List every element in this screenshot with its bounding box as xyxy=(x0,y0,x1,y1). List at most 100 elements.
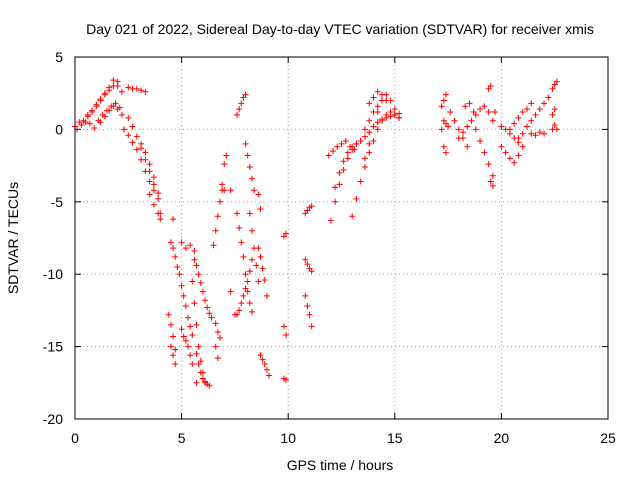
series-arc18 xyxy=(193,350,213,389)
data-point xyxy=(391,106,398,113)
series-arc30 xyxy=(234,91,249,118)
data-point xyxy=(370,123,377,130)
data-point xyxy=(246,300,253,307)
data-point xyxy=(176,271,183,278)
data-point xyxy=(370,94,377,101)
data-point xyxy=(244,278,251,285)
data-point xyxy=(340,166,347,173)
series-arc58 xyxy=(489,109,499,124)
data-point xyxy=(202,297,209,304)
data-point xyxy=(472,126,479,133)
data-point xyxy=(142,88,149,95)
series-arc05 xyxy=(125,84,149,95)
series-arc03 xyxy=(84,77,125,118)
grid xyxy=(75,57,608,419)
data-point xyxy=(306,311,313,318)
data-point xyxy=(110,103,117,110)
series-arc54 xyxy=(472,126,496,179)
data-point xyxy=(481,103,488,110)
series-arc19 xyxy=(191,256,215,321)
data-point xyxy=(170,216,177,223)
data-point xyxy=(532,132,539,139)
data-point xyxy=(255,245,262,252)
data-point xyxy=(146,178,153,185)
series-arc36 xyxy=(280,323,290,339)
data-point xyxy=(259,265,266,272)
data-point xyxy=(379,91,386,98)
data-point xyxy=(515,135,522,142)
data-point xyxy=(86,120,93,127)
data-point xyxy=(155,190,162,197)
series-arc26 xyxy=(227,187,234,194)
series-arc47 xyxy=(366,88,390,107)
series-arc40 xyxy=(302,256,315,275)
series-arc44 xyxy=(332,103,381,191)
data-point xyxy=(129,139,136,146)
series-arc25 xyxy=(221,152,230,168)
data-point xyxy=(257,253,264,260)
x-tick-label: 0 xyxy=(71,430,79,446)
data-point xyxy=(515,114,522,121)
data-point xyxy=(212,227,219,234)
data-point xyxy=(242,285,249,292)
data-point xyxy=(236,106,243,113)
data-point xyxy=(170,352,177,359)
data-point xyxy=(283,376,290,383)
data-point xyxy=(455,126,462,133)
data-point xyxy=(302,292,309,299)
data-point xyxy=(180,333,187,340)
data-point xyxy=(125,114,132,121)
data-point xyxy=(349,143,356,150)
data-point xyxy=(246,210,253,217)
data-point xyxy=(536,129,543,136)
data-point xyxy=(91,124,98,131)
data-point xyxy=(257,352,264,359)
data-point xyxy=(199,375,206,382)
data-point xyxy=(242,91,249,98)
data-point xyxy=(498,123,505,130)
data-point xyxy=(118,111,125,118)
data-point xyxy=(551,122,558,129)
data-point xyxy=(191,256,198,263)
data-point xyxy=(255,191,262,198)
data-point xyxy=(97,119,104,126)
data-point xyxy=(114,106,121,113)
data-point xyxy=(170,333,177,340)
data-point xyxy=(253,262,260,269)
data-point xyxy=(342,137,349,144)
data-point xyxy=(336,181,343,188)
data-point xyxy=(251,187,258,194)
data-point xyxy=(78,122,85,129)
data-point xyxy=(234,311,241,318)
data-point xyxy=(383,97,390,104)
data-point xyxy=(191,300,198,307)
data-point xyxy=(178,282,185,289)
data-point xyxy=(462,103,469,110)
data-point xyxy=(308,323,315,330)
data-point xyxy=(138,156,145,163)
data-point xyxy=(466,100,473,107)
data-point xyxy=(118,88,125,95)
data-point xyxy=(485,109,492,116)
data-point xyxy=(172,253,179,260)
data-point xyxy=(506,126,513,133)
series-arc38 xyxy=(280,230,290,240)
data-point xyxy=(353,140,360,147)
data-point xyxy=(332,198,339,205)
series-arc56 xyxy=(487,178,496,189)
data-point xyxy=(150,187,157,194)
data-point xyxy=(240,292,247,299)
data-point xyxy=(146,191,153,198)
data-point xyxy=(138,140,145,147)
data-point xyxy=(332,184,339,191)
data-point xyxy=(451,117,458,124)
series-arc06 xyxy=(125,114,164,217)
data-point xyxy=(170,245,177,252)
data-point xyxy=(89,107,96,114)
series-arc53 xyxy=(462,100,477,116)
data-point xyxy=(248,175,255,182)
data-point xyxy=(460,129,467,136)
series-arc64 xyxy=(549,78,560,92)
data-point xyxy=(366,129,373,136)
data-point xyxy=(189,360,196,367)
